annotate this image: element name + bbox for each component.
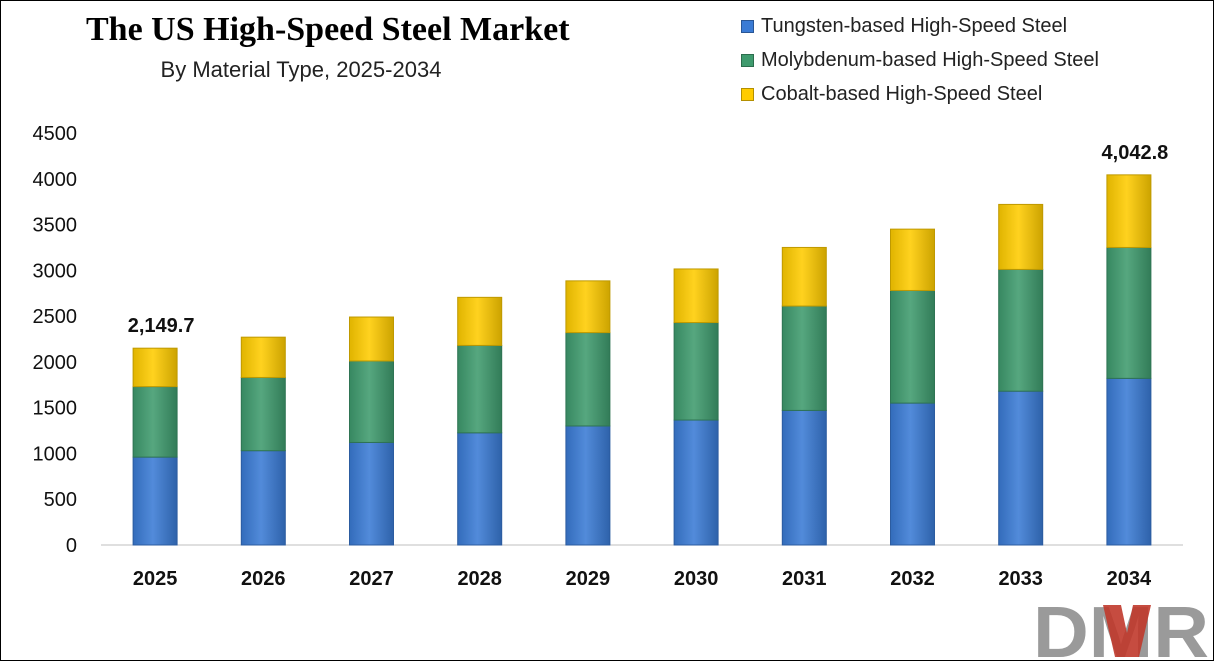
legend-label-tungsten: Tungsten-based High-Speed Steel [761,14,1068,37]
bar-segment [565,332,611,427]
legend-item-molybdenum: Molybdenum-based High-Speed Steel [741,43,1099,77]
bar-segment [132,347,178,388]
x-tick-label: 2032 [890,568,935,590]
y-tick-label: 500 [44,489,77,511]
bar-segment [240,376,286,452]
chart-title: The US High-Speed Steel Market [86,11,570,48]
y-tick-label: 4500 [33,123,78,145]
bar-segment [565,425,611,546]
dmr-logo: DMR [1033,597,1209,661]
y-tick-label: 1500 [33,398,78,420]
x-tick-label: 2025 [133,568,178,590]
data-label: 4,042.8 [1102,142,1169,164]
bar-segment [132,386,178,458]
bar-segment [457,432,503,546]
bar-segment [781,305,827,411]
bar-chart: 0 500 1000 1500 2000 2500 3000 3500 4000 4500 2025… [33,123,1183,590]
bar-segment [240,450,286,546]
legend-label-molybdenum: Molybdenum-based High-Speed Steel [761,48,1099,71]
y-tick-label: 3000 [33,260,78,282]
bar-segment [781,246,827,307]
y-tick-label: 4000 [33,169,78,191]
chart-subtitle: By Material Type, 2025-2034 [160,57,442,82]
legend-item-cobalt: Cobalt-based High-Speed Steel [741,77,1099,111]
bar-segment [457,344,503,434]
bar-segment [890,402,935,546]
legend-item-tungsten: Tungsten-based High-Speed Steel [741,9,1099,43]
bar-segment [132,456,178,546]
bar-segment [457,296,503,346]
x-tick-label: 2030 [674,568,719,590]
bar-segment [1106,377,1152,546]
x-tick-label: 2031 [782,568,827,590]
bar-segment [673,268,719,324]
x-tick-label: 2029 [566,568,611,590]
data-label: 2,149.7 [128,315,195,337]
x-tick-label: 2028 [457,568,502,590]
bar-segment [673,322,719,421]
x-tick-label: 2026 [241,568,286,590]
x-tick-label: 2033 [998,568,1043,590]
x-tick-label: 2027 [349,568,394,590]
bar-segment [673,419,719,546]
bar-segment [998,268,1044,392]
bar-segment [349,441,394,546]
y-tick-label: 3500 [33,215,78,237]
legend-label-cobalt: Cobalt-based High-Speed Steel [761,82,1043,105]
legend: Tungsten-based High-Speed Steel Molybden… [741,9,1099,111]
x-tick-label: 2034 [1107,568,1152,590]
y-tick-label: 0 [66,535,77,557]
bar-segment [349,360,394,443]
legend-swatch-tungsten [741,19,754,33]
legend-swatch-molybdenum [741,53,754,67]
bar-segment [890,228,935,291]
bar-segment [1106,246,1152,379]
bar-segment [998,390,1044,546]
bar-segment [565,280,611,334]
legend-swatch-cobalt [741,87,754,101]
bar-segment [998,203,1044,270]
y-tick-label: 2000 [33,352,78,374]
bar-segment [781,409,827,546]
bar-segment [349,316,394,362]
bar-segment [1106,174,1152,248]
bar-segment [890,289,935,404]
y-tick-label: 1000 [33,443,78,465]
bar-segment [240,336,286,378]
y-tick-label: 2500 [33,306,78,328]
